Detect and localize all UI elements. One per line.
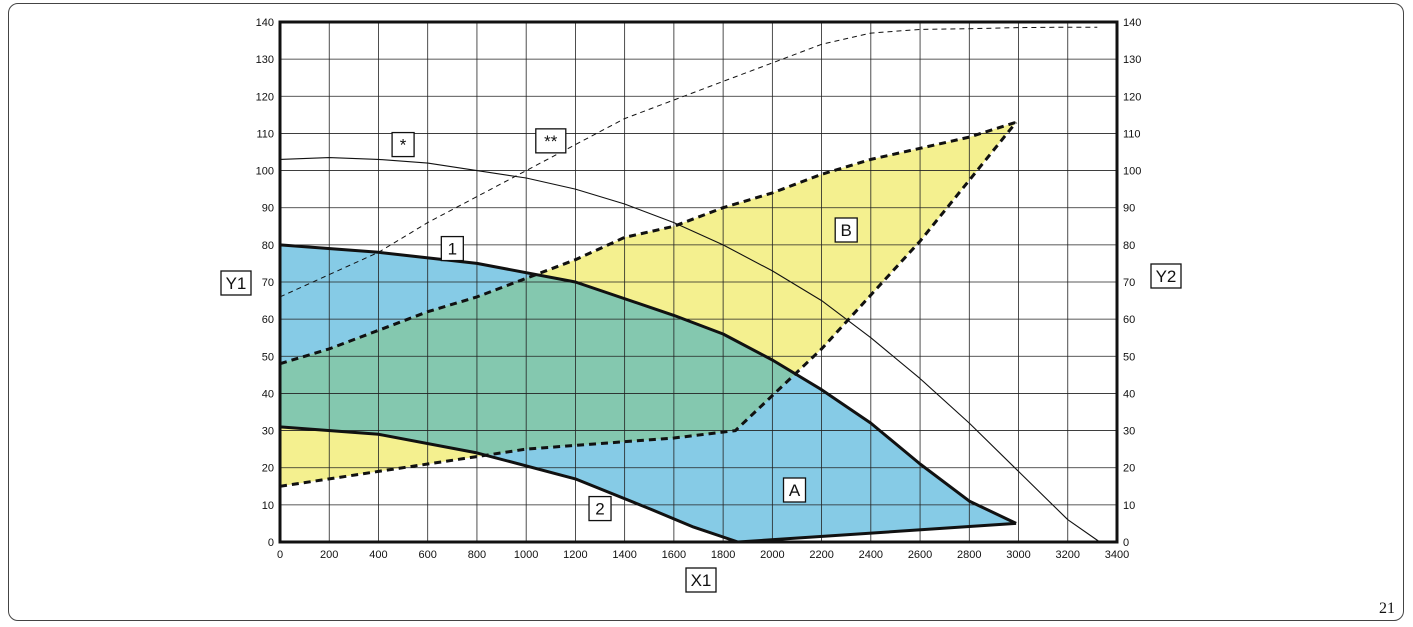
y1-tick-label: 0 [268, 537, 274, 549]
curve-label-star: * [400, 136, 407, 155]
series-line-B-lower [279, 121, 1018, 488]
x-tick-label: 0 [277, 549, 283, 561]
y1-tick-label: 50 [262, 351, 274, 363]
x-tick-label: 2000 [760, 549, 784, 561]
curve-label-1-box [440, 235, 464, 262]
region-label-b: B [841, 221, 852, 240]
region-label-a: A [789, 481, 801, 500]
x-tick-label: 1600 [662, 549, 686, 561]
y2-axis-label-box [1150, 263, 1182, 289]
y2-tick-label: 80 [1123, 240, 1135, 252]
y1-tick-label: 100 [256, 166, 274, 178]
curve-label-starstar-box [535, 128, 567, 154]
x-axis-label: X1 [691, 571, 712, 590]
region-label-a-box [782, 477, 807, 503]
y2-tick-label: 10 [1123, 500, 1135, 512]
y1-tick-label: 110 [256, 128, 274, 140]
y2-tick-label: 140 [1123, 17, 1141, 29]
y2-tick-label: 100 [1123, 166, 1141, 178]
y2-tick-label: 60 [1123, 314, 1135, 326]
y1-axis-label-box [220, 270, 252, 296]
x-tick-label: 800 [468, 549, 486, 561]
y1-tick-label: 30 [262, 426, 274, 438]
y1-tick-label: 60 [262, 314, 274, 326]
x-tick-label: 2400 [859, 549, 883, 561]
curve-label-star-box [391, 131, 415, 158]
x-tick-label: 2800 [957, 549, 981, 561]
plot-border [278, 20, 1119, 544]
x-tick-label: 1800 [711, 549, 735, 561]
y1-tick-label: 10 [262, 500, 274, 512]
y2-tick-label: 0 [1123, 537, 1129, 549]
curve-label-starstar: ** [544, 132, 558, 151]
series-line-1 [279, 243, 1017, 525]
x-tick-label: 400 [369, 549, 387, 561]
y1-tick-label: 20 [262, 463, 274, 475]
series-line-B-upper [279, 120, 1017, 366]
series-line-A-bottom [737, 521, 1017, 544]
x-tick-label: 1000 [514, 549, 538, 561]
y1-tick-label: 90 [262, 203, 274, 215]
x-tick-label: 1200 [563, 549, 587, 561]
page-number: 21 [1379, 600, 1395, 617]
y2-tick-label: 50 [1123, 351, 1135, 363]
y1-tick-label: 130 [256, 54, 274, 66]
y2-tick-label: 120 [1123, 91, 1141, 103]
y2-tick-label: 130 [1123, 54, 1141, 66]
curve-label-1: 1 [448, 240, 457, 259]
x-tick-label: 2200 [809, 549, 833, 561]
y2-tick-label: 90 [1123, 203, 1135, 215]
y2-axis-label: Y2 [1156, 267, 1177, 286]
y1-tick-label: 120 [256, 91, 274, 103]
y1-tick-label: 70 [262, 277, 274, 289]
y2-tick-label: 30 [1123, 426, 1135, 438]
region-label-b-box [834, 217, 858, 243]
x-axis-label-box [685, 567, 717, 593]
y2-tick-label: 20 [1123, 463, 1135, 475]
y1-tick-label: 80 [262, 240, 274, 252]
page-frame [8, 3, 1404, 621]
x-tick-label: 200 [320, 549, 338, 561]
y1-axis-label: Y1 [226, 274, 247, 293]
x-tick-label: 3000 [1006, 549, 1030, 561]
y1-tick-label: 140 [256, 17, 274, 29]
x-tick-label: 600 [419, 549, 437, 561]
series-line-starstar [279, 26, 1098, 298]
y2-tick-label: 110 [1123, 128, 1141, 140]
y1-tick-label: 40 [262, 388, 274, 400]
series-line-star [279, 157, 1101, 543]
x-tick-label: 3200 [1056, 549, 1080, 561]
curve-label-2: 2 [595, 500, 604, 519]
curve-label-2-box [588, 495, 612, 522]
x-tick-label: 1400 [612, 549, 636, 561]
y2-tick-label: 40 [1123, 388, 1135, 400]
y2-tick-label: 70 [1123, 277, 1135, 289]
series-line-2 [279, 425, 739, 544]
x-tick-label: 3400 [1105, 549, 1129, 561]
x-tick-label: 2600 [908, 549, 932, 561]
